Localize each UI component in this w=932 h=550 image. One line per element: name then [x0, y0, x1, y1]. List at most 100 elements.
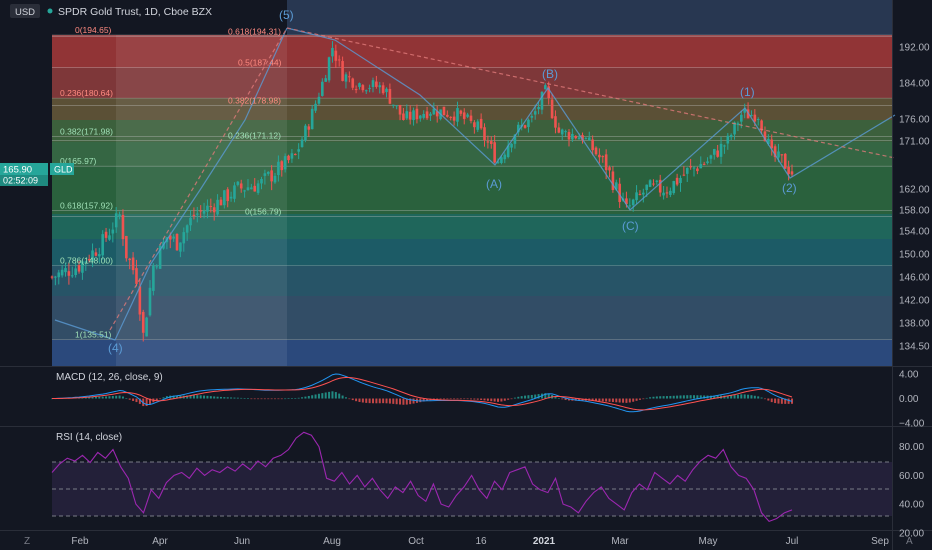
macd-hist-bar	[466, 398, 469, 400]
macd-hist-bar	[726, 395, 729, 399]
candle-body	[64, 268, 67, 273]
wave-labels: (5) (4) (A) (B) (C) (1) (2)	[108, 8, 797, 355]
candle-body	[158, 245, 162, 269]
candle-body	[787, 166, 790, 174]
candle-body	[726, 135, 730, 144]
price-tick-label: 192.00	[899, 43, 930, 54]
candle-body	[432, 108, 436, 115]
candle-body	[459, 110, 463, 114]
candle-body	[584, 138, 588, 140]
timezone-button[interactable]: Z	[24, 536, 30, 547]
macd-hist-bar	[730, 395, 733, 399]
price-tick-label: 134.50	[899, 342, 930, 353]
price-tick-label: 138.00	[899, 319, 930, 330]
auto-scale-button[interactable]: A	[906, 536, 913, 547]
candle-body	[263, 173, 267, 176]
macd-hist-bar	[98, 396, 101, 399]
candle-body	[351, 78, 355, 88]
macd-hist-bar	[760, 397, 763, 399]
candle-body	[689, 166, 692, 168]
candle-body	[77, 265, 81, 272]
macd-hist-bar	[243, 398, 246, 399]
candle-body	[131, 257, 135, 271]
candle-body	[446, 114, 449, 117]
candle-body	[783, 153, 787, 169]
candle-body	[648, 180, 652, 187]
macd-hist-bar	[469, 398, 472, 400]
macd-hist-bar	[659, 396, 662, 399]
macd-hist-bar	[665, 396, 668, 399]
time-axis[interactable]: Feb Apr Jun Aug Oct 16 2021 Mar May Jul Sep	[71, 536, 889, 547]
macd-hist-bar	[203, 395, 206, 399]
macd-hist-bar	[770, 398, 773, 403]
wave-label-2: (2)	[782, 181, 797, 195]
candle-body	[486, 141, 490, 143]
macd-hist-bar	[267, 398, 270, 400]
macd-hist-bar	[662, 396, 665, 399]
candle-body	[229, 196, 233, 199]
candle-body	[348, 76, 351, 78]
candle-body	[341, 61, 344, 81]
macd-hist-bar	[301, 397, 304, 399]
macd-hist-bar	[209, 396, 212, 399]
macd-hist-bar	[246, 398, 249, 399]
macd-hist-bar	[263, 398, 266, 400]
macd-hist-bar	[655, 396, 658, 399]
candle-body	[206, 205, 209, 212]
macd-hist-bar	[426, 398, 429, 401]
macd-hist-bar	[385, 398, 388, 404]
macd-hist-bar	[486, 398, 489, 401]
macd-hist-bar	[230, 397, 233, 399]
macd-hist-bar	[736, 394, 739, 399]
candle-body	[709, 155, 713, 159]
macd-title: MACD (12, 26, close, 9)	[56, 372, 163, 383]
wave-label-a: (A)	[486, 177, 502, 191]
macd-hist-bar	[652, 396, 655, 399]
candle-body	[114, 213, 118, 228]
candle-body	[631, 199, 635, 206]
macd-hist-bar	[341, 395, 344, 399]
rsi-tick-label: 20.00	[899, 528, 924, 539]
macd-hist-bar	[628, 398, 631, 403]
fib-level-labels: 0(194.65) 0.618(194.31) 0.5(187.44) 0.236(1…	[60, 25, 282, 339]
macd-hist-bar	[578, 398, 581, 401]
candle-body	[719, 143, 723, 157]
candle-body	[763, 131, 767, 142]
candle-body	[256, 183, 260, 193]
price-axis[interactable]: 192.00 184.00 176.00 171.00 162.00 158.00 154.…	[899, 43, 930, 353]
candle-body	[371, 80, 375, 88]
currency-badge[interactable]	[10, 4, 40, 18]
macd-hist-bar	[679, 395, 682, 399]
candle-body	[87, 259, 91, 261]
candle-body	[540, 91, 544, 110]
macd-hist-bar	[605, 398, 608, 402]
macd-pane: MACD (12, 26, close, 9) 4.00 0.00 −4.00	[51, 370, 925, 429]
candle-body	[361, 85, 365, 91]
macd-tick-label: −4.00	[899, 418, 925, 429]
candle-body	[216, 199, 219, 215]
macd-hist-bar	[517, 396, 520, 399]
candle-body	[425, 111, 429, 119]
macd-hist-bar	[520, 396, 523, 399]
candle-body	[300, 139, 304, 148]
macd-hist-bar	[412, 398, 415, 404]
macd-hist-bar	[344, 397, 347, 399]
candle-body	[314, 103, 317, 111]
macd-hist-bar	[476, 398, 479, 400]
macd-hist-bar	[713, 395, 716, 399]
macd-hist-bar	[638, 398, 641, 400]
candle-body	[118, 214, 121, 217]
candle-body	[381, 85, 385, 94]
macd-hist-bar	[561, 398, 564, 400]
macd-hist-bar	[176, 395, 179, 399]
macd-hist-bar	[368, 398, 371, 404]
candle-body	[189, 217, 192, 226]
candle-body	[506, 145, 510, 157]
candle-body	[733, 122, 736, 135]
macd-hist-bar	[213, 396, 216, 399]
macd-hist-bar	[128, 398, 131, 400]
candle-body	[334, 50, 338, 61]
macd-hist-bar	[449, 398, 452, 400]
candle-body	[574, 135, 578, 139]
